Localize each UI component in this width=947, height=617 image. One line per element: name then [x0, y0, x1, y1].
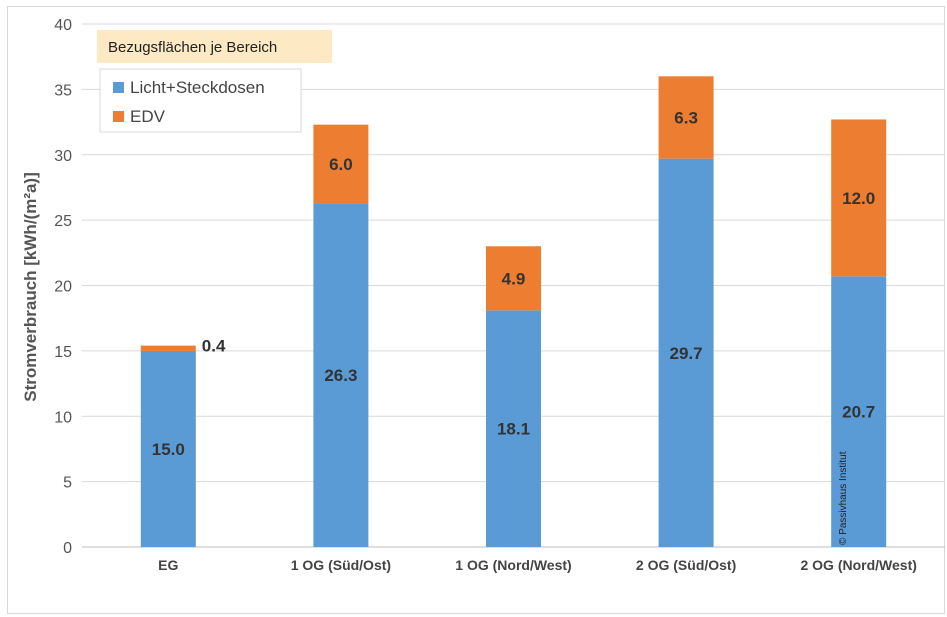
y-tick-label: 0 [63, 540, 72, 557]
bar-segment-edv [140, 345, 196, 351]
data-label: 26.3 [324, 366, 357, 385]
subtitle: Bezugsflächen je Bereich [108, 39, 277, 56]
data-label: 12.0 [842, 189, 875, 208]
y-tick-label: 35 [54, 82, 72, 99]
legend-swatch-licht [113, 82, 124, 93]
bars [140, 76, 887, 548]
y-tick-label: 10 [54, 409, 72, 426]
bar-segment-licht [831, 276, 887, 547]
legend-label-licht: Licht+Steckdosen [130, 78, 265, 97]
subtitle-box: Bezugsflächen je Bereich [97, 30, 332, 63]
data-label: 18.1 [497, 420, 530, 439]
data-label: 20.7 [842, 403, 875, 422]
bar-segment-edv [658, 76, 714, 159]
data-label: 4.9 [502, 269, 526, 288]
bar-segment-licht [486, 310, 541, 547]
data-labels: 15.0 0.4 26.3 6.0 18.1 4.9 29.7 6.3 20.7 12.0 [152, 108, 875, 458]
y-tick-label: 5 [63, 475, 72, 492]
bar-segment-licht [140, 350, 196, 547]
data-label: 6.0 [329, 155, 353, 174]
x-category-label: 1 OG (Nord/West) [455, 557, 571, 573]
y-axis-ticks: 0 5 10 15 20 25 30 35 40 [54, 17, 72, 557]
bar-segment-licht [658, 158, 714, 548]
bar-segment-edv [831, 119, 887, 277]
data-label: 0.4 [202, 337, 226, 356]
x-category-label: EG [158, 557, 178, 573]
y-tick-label: 20 [54, 279, 72, 296]
data-label: 15.0 [152, 440, 185, 459]
x-axis-categories: EG 1 OG (Süd/Ost) 1 OG (Nord/West) 2 OG (Sü… [158, 557, 917, 573]
y-tick-label: 40 [54, 17, 72, 34]
bar-segment-edv [313, 124, 369, 204]
bar-segment-edv [486, 246, 541, 311]
legend-swatch-edv [113, 111, 124, 122]
y-tick-label: 15 [54, 344, 72, 361]
x-category-label: 1 OG (Süd/Ost) [291, 557, 391, 573]
legend: Licht+Steckdosen EDV [99, 68, 302, 133]
data-label: 29.7 [670, 344, 703, 363]
gridlines [82, 23, 945, 548]
x-category-label: 2 OG (Süd/Ost) [636, 557, 736, 573]
legend-label-edv: EDV [130, 107, 166, 126]
y-tick-label: 25 [54, 213, 72, 230]
x-category-label: 2 OG (Nord/West) [800, 557, 916, 573]
data-label: 6.3 [674, 108, 698, 127]
bar-segment-licht [313, 203, 369, 547]
copyright-annotation: © Passivhaus Institut [838, 451, 849, 545]
y-tick-label: 30 [54, 148, 72, 165]
y-axis-label: Stromverbrauch [kWh/(m²a)] [21, 172, 40, 402]
